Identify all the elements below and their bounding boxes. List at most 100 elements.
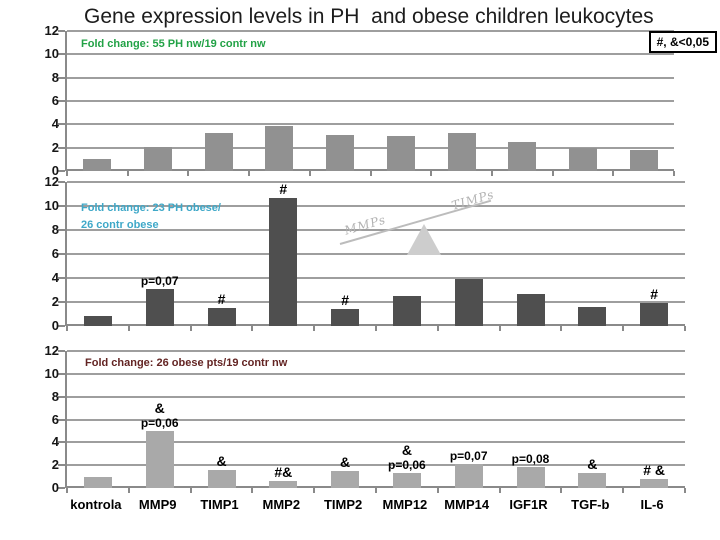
x-axis-tick (560, 488, 563, 493)
bar-TIMP1 (207, 469, 236, 488)
y-axis-tick (58, 123, 65, 126)
bar-IL-6 (640, 303, 669, 326)
y-axis-label-0: 0 (51, 318, 59, 333)
x-axis-tick (308, 171, 311, 176)
bar-kontrola (83, 316, 112, 326)
x-axis-tick (66, 326, 68, 331)
p-value-label: p=0,08 (511, 452, 550, 467)
bar-MMP12 (386, 136, 415, 171)
significance-marker: & (154, 399, 165, 416)
bar-MMP9 (145, 430, 174, 488)
bar-kontrola (83, 476, 112, 488)
gridline-y2 (67, 464, 685, 467)
bar-MMP2 (269, 197, 298, 326)
y-axis-label-2: 2 (51, 139, 59, 155)
x-axis-label-MMP9: MMP9 (138, 497, 177, 512)
panel-subtitle-line1: Fold change: 26 obese pts/19 contr nw (85, 357, 288, 369)
y-axis-tick (58, 53, 65, 56)
gridline-y8 (67, 76, 674, 79)
y-axis-label-12: 12 (44, 343, 59, 358)
x-axis-label-TIMP2: TIMP2 (323, 497, 363, 512)
chart-panel-ph-obese: Fold change: 23 PH obese/ 26 contr obese… (45, 174, 686, 333)
x-axis-tick (622, 326, 625, 331)
x-axis-tick (560, 326, 563, 331)
gridline-y12 (67, 181, 685, 183)
y-axis-tick (58, 487, 65, 489)
x-axis-tick (430, 171, 433, 176)
y-axis-tick (58, 170, 65, 172)
seesaw-label-timps: TIMPs (449, 187, 497, 213)
annotation-MMP2: #& (251, 465, 315, 480)
gridline-y12 (67, 30, 674, 32)
significance-marker: & (340, 453, 351, 470)
annotation-IGF1R: p=0,08 (499, 452, 563, 466)
bar-IL-6 (629, 150, 658, 171)
y-axis-label-12: 12 (44, 174, 59, 189)
x-axis-tick (189, 326, 192, 331)
gridline-y4 (67, 277, 685, 279)
bar-kontrola (83, 159, 112, 171)
bar-MMP14 (454, 464, 483, 488)
y-axis-label-4: 4 (51, 434, 59, 450)
chart-panel-ph-nw: Fold change: 55 PH nw/19 contr nw 0 2 4 6 8 1… (45, 23, 675, 178)
x-axis-label-IGF1R: IGF1R (509, 497, 548, 512)
significance-marker: # (279, 180, 288, 197)
significance-marker: & (587, 456, 598, 473)
p-value-label: p=0,07 (449, 449, 488, 464)
chart-panel-obese-vs-nw: Fold change: 26 obese pts/19 contr nw 0 2… (45, 343, 686, 495)
p-value-label: p=0,06 (388, 458, 426, 473)
bar-MMP2 (269, 481, 298, 488)
y-axis-tick (58, 76, 65, 79)
x-axis-tick (684, 488, 686, 493)
bar-IGF1R (508, 141, 537, 171)
significance-marker: # & (643, 461, 665, 478)
y-axis-tick (58, 229, 65, 231)
x-axis-tick (313, 488, 316, 493)
gridline-y8 (67, 229, 685, 231)
seesaw-fulcrum-triangle (407, 224, 441, 255)
bar-IL-6 (640, 478, 669, 488)
panel-subtitle: Fold change: 23 PH obese/ 26 contr obese (81, 200, 251, 234)
bar-TIMP2 (326, 134, 355, 171)
x-axis-tick (684, 326, 686, 331)
x-axis-label-MMP12: MMP12 (382, 497, 428, 512)
x-axis-tick (127, 488, 130, 493)
y-axis-tick (58, 372, 65, 375)
annotation-TIMP1: # (190, 292, 254, 307)
x-axis-tick (369, 171, 372, 176)
y-axis-tick (58, 100, 65, 102)
bar-IGF1R (516, 467, 545, 488)
bar-TGF-b (578, 473, 607, 488)
y-axis-tick (58, 277, 65, 279)
x-axis-tick (622, 488, 625, 493)
annotation-MMP14: p=0,07 (437, 449, 501, 463)
y-axis-label-8: 8 (51, 69, 59, 85)
bar-MMP12 (392, 296, 421, 326)
bar-MMP14 (447, 132, 476, 171)
y-axis-label-8: 8 (51, 222, 59, 237)
x-axis-tick (375, 326, 377, 331)
panel-subtitle-line1: Fold change: 55 PH nw/19 contr nw (81, 38, 266, 50)
panel-subtitle: Fold change: 26 obese pts/19 contr nw (85, 355, 287, 372)
x-axis-tick (498, 326, 501, 331)
annotation-MMP2: # (251, 180, 315, 197)
x-axis-tick (66, 488, 68, 493)
y-axis-label-12: 12 (44, 23, 59, 38)
panel-subtitle-line2: 26 contr obese (81, 219, 159, 231)
x-axis-tick (251, 488, 254, 493)
x-axis-tick (673, 171, 675, 176)
y-axis-tick (58, 464, 65, 467)
bar-TGF-b (568, 147, 597, 171)
y-axis-label-0: 0 (51, 163, 59, 178)
y-axis-label-2: 2 (51, 457, 59, 473)
significance-marker: # (341, 292, 349, 309)
x-axis-labels-row: kontrola MMP9 TIMP1 MMP2 TIMP2 MMP12 MMP14 IGF1… (65, 497, 683, 515)
x-axis-label-MMP2: MMP2 (262, 497, 301, 512)
gridline-y2 (67, 146, 674, 149)
x-axis-tick (251, 326, 254, 331)
p-value-label: p=0,06 (140, 415, 179, 430)
annotation-IL-6: # & (622, 461, 686, 478)
gridline-y6 (67, 418, 685, 421)
bar-MMP14 (454, 279, 483, 326)
bar-MMP2 (265, 125, 294, 171)
